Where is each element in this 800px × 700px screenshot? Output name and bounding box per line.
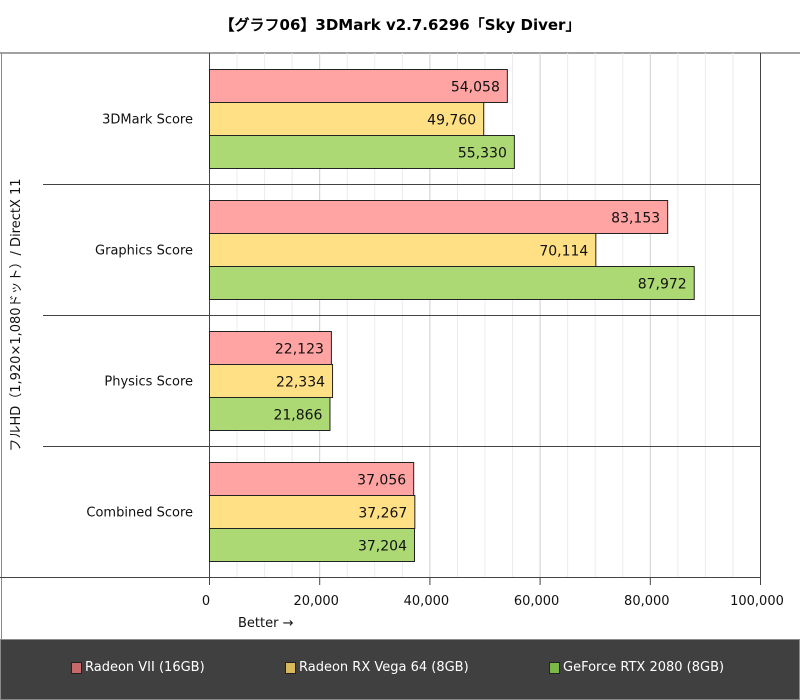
bar <box>209 462 415 496</box>
x-axis-label: Better → <box>238 616 294 631</box>
data-label: 70,114 <box>539 244 588 260</box>
legend-item: Radeon VII (16GB) <box>71 660 205 675</box>
chart-title: 【グラフ06】3DMark v2.7.6296「Sky Diver」 <box>219 16 581 34</box>
x-tick-label: 20,000 <box>293 594 339 609</box>
data-label: 37,267 <box>358 506 407 522</box>
data-label: 37,056 <box>357 473 406 489</box>
data-label: 87,972 <box>638 277 687 293</box>
data-label: 22,123 <box>275 342 324 358</box>
data-label: 22,334 <box>276 375 325 391</box>
y-axis-label: フルHD（1,920×1,080ドット）/ DirectX 11 <box>9 178 24 451</box>
legend-swatch <box>285 661 296 674</box>
category-label: Physics Score <box>104 375 193 390</box>
bar <box>209 135 515 169</box>
category-label: Combined Score <box>86 506 193 521</box>
data-label: 55,330 <box>458 146 507 162</box>
legend-label: Radeon VII (16GB) <box>85 660 205 675</box>
legend-item: Radeon RX Vega 64 (8GB) <box>285 660 469 675</box>
legend-label: GeForce RTX 2080 (8GB) <box>563 660 725 675</box>
data-label: 49,760 <box>427 113 476 129</box>
x-tick-label: 80,000 <box>624 594 670 609</box>
legend-label: Radeon RX Vega 64 (8GB) <box>299 660 469 675</box>
data-label: 83,153 <box>611 211 660 227</box>
bar <box>209 397 331 431</box>
bar-chart: 3DMark Score 54,058 49,760 55,330 Graphics S… <box>0 52 800 640</box>
data-label: 21,866 <box>273 408 322 424</box>
data-label: 54,058 <box>451 80 500 96</box>
legend: Radeon VII (16GB) Radeon RX Vega 64 (8GB)… <box>0 639 800 700</box>
legend-item: GeForce RTX 2080 (8GB) <box>549 660 724 675</box>
bar <box>209 331 332 365</box>
bar <box>209 528 415 562</box>
category-label: 3DMark Score <box>102 113 193 128</box>
bar <box>209 495 416 529</box>
x-tick-label: 60,000 <box>514 594 560 609</box>
data-label: 37,204 <box>358 539 407 555</box>
bar <box>209 200 669 234</box>
legend-swatch <box>71 661 82 674</box>
x-tick-label: 100,000 <box>730 594 784 609</box>
category-label: Graphics Score <box>95 244 193 259</box>
bar <box>209 102 485 136</box>
bar <box>209 233 597 267</box>
x-tick-label: 0 <box>202 594 210 609</box>
x-tick-label: 40,000 <box>404 594 450 609</box>
bar <box>209 364 334 398</box>
legend-swatch <box>549 661 560 674</box>
bar <box>209 266 695 300</box>
